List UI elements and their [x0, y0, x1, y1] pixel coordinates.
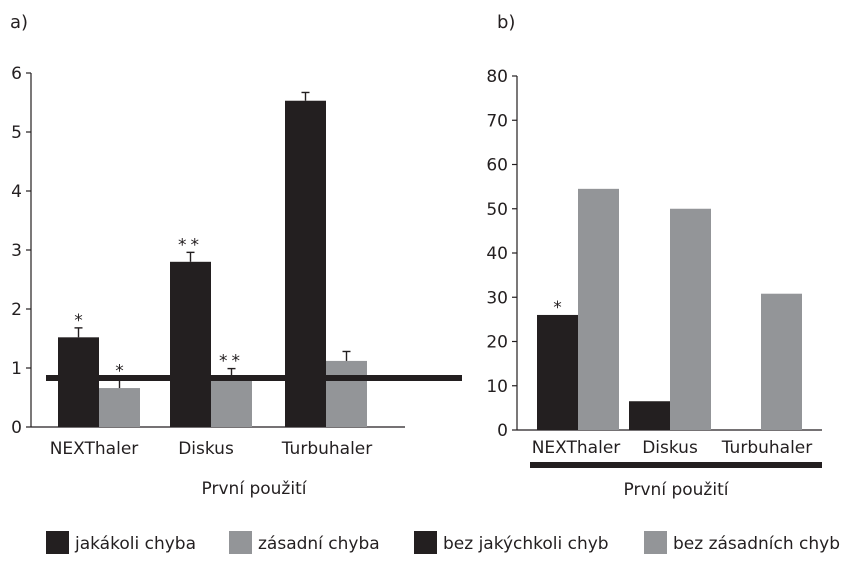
bar-dark-0 — [537, 314, 578, 430]
y-tick-label: 6 — [11, 64, 22, 84]
bar-dark-0 — [58, 337, 99, 427]
group-label: První použití — [202, 479, 308, 499]
bar-grey-2 — [326, 360, 367, 427]
legend: jakákoli chyba zásadní chyba bez jakýchkol… — [46, 531, 840, 554]
legend-swatch — [46, 531, 69, 554]
bar-grey-0 — [99, 388, 140, 427]
group-bracket — [530, 462, 822, 468]
y-tick-label: 0 — [497, 421, 508, 441]
panel-label: a) — [10, 12, 28, 33]
bar-grey-1 — [670, 208, 711, 430]
y-tick-label: 80 — [486, 67, 508, 87]
bar-grey-1 — [211, 378, 252, 427]
y-tick-label: 0 — [11, 418, 22, 438]
significance-mark: ** — [178, 235, 203, 255]
y-tick-label: 20 — [486, 333, 508, 353]
group-bracket — [46, 375, 462, 381]
significance-mark: ** — [219, 352, 244, 372]
category-label: Turbuhaler — [281, 439, 373, 459]
legend-swatch — [414, 531, 437, 554]
legend-swatch — [644, 531, 667, 554]
y-tick-label: 10 — [486, 377, 508, 397]
chart-panel-b: b) 0 10 20 30 40 50 60 70 80 * NEXThaler Diskus Turbu… — [486, 12, 822, 500]
bar-dark-1 — [170, 261, 211, 427]
significance-mark: * — [553, 298, 562, 318]
y-tick-label: 70 — [486, 111, 508, 131]
significance-mark: * — [115, 362, 124, 382]
bar-grey-0 — [578, 188, 619, 430]
y-tick-label: 40 — [486, 244, 508, 264]
y-tick-label: 3 — [11, 241, 22, 261]
panel-label: b) — [497, 12, 515, 33]
y-tick-label: 5 — [11, 123, 22, 143]
y-tick-label: 4 — [11, 182, 22, 202]
y-tick-label: 60 — [486, 156, 508, 176]
category-label: Turbuhaler — [721, 438, 813, 458]
legend-swatch — [229, 531, 252, 554]
category-label: NEXThaler — [50, 439, 139, 459]
category-label: Diskus — [178, 439, 234, 459]
bar-dark-2 — [285, 100, 326, 427]
bar-grey-2 — [761, 293, 802, 430]
legend-label: bez zásadních chyb — [673, 534, 840, 554]
y-tick-label: 2 — [11, 300, 22, 320]
legend-label: jakákoli chyba — [74, 534, 196, 554]
significance-mark: * — [74, 311, 83, 331]
y-tick-label: 30 — [486, 288, 508, 308]
legend-label: bez jakýchkoli chyb — [443, 534, 609, 554]
group-label: První použití — [624, 480, 730, 500]
y-tick-label: 1 — [11, 359, 22, 379]
y-tick-label: 50 — [486, 200, 508, 220]
category-label: Diskus — [642, 438, 698, 458]
bar-dark-1 — [629, 401, 670, 430]
category-label: NEXThaler — [532, 438, 621, 458]
legend-label: zásadní chyba — [258, 534, 380, 554]
